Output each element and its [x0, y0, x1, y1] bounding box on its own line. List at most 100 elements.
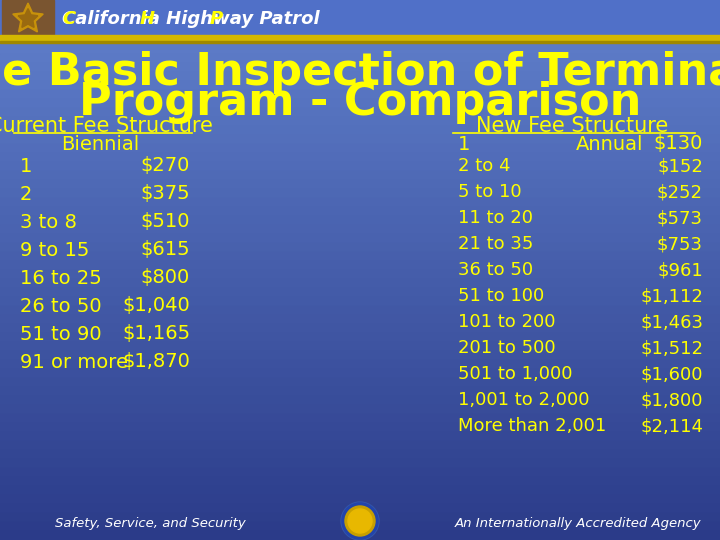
Text: $615: $615	[140, 240, 190, 260]
Text: P: P	[210, 10, 223, 28]
Bar	[0, 449, 720, 459]
Bar	[0, 360, 720, 369]
Circle shape	[348, 509, 372, 533]
Text: 91 or more: 91 or more	[20, 353, 128, 372]
Bar	[0, 44, 720, 54]
Bar	[0, 296, 720, 306]
Text: 2: 2	[20, 185, 32, 204]
Text: Program - Comparison: Program - Comparison	[78, 82, 642, 125]
Text: 9 to 15: 9 to 15	[20, 240, 89, 260]
Bar	[0, 458, 720, 468]
Bar	[0, 0, 720, 9]
Text: 1: 1	[20, 157, 32, 176]
Text: Current Fee Structure: Current Fee Structure	[0, 116, 212, 136]
Bar	[0, 306, 720, 315]
Bar	[0, 9, 720, 18]
Text: California Highway Patrol: California Highway Patrol	[62, 10, 320, 28]
Bar	[0, 71, 720, 81]
Bar	[0, 98, 720, 108]
Bar	[0, 36, 720, 45]
Bar	[0, 63, 720, 72]
Bar	[0, 17, 720, 27]
Text: Safety, Service, and Security: Safety, Service, and Security	[55, 516, 246, 530]
Polygon shape	[13, 3, 43, 32]
Bar	[0, 242, 720, 252]
Bar	[0, 503, 720, 513]
Text: $800: $800	[140, 268, 190, 287]
Text: $1,600: $1,600	[641, 365, 703, 383]
Bar	[0, 279, 720, 288]
Bar	[0, 225, 720, 234]
Bar	[0, 377, 720, 387]
Text: H: H	[140, 10, 155, 28]
Text: 1,001 to 2,000: 1,001 to 2,000	[458, 391, 590, 409]
Circle shape	[342, 503, 378, 539]
Text: 2 to 4: 2 to 4	[458, 157, 510, 175]
Bar	[0, 341, 720, 351]
Text: $270: $270	[140, 157, 190, 176]
Bar	[0, 41, 720, 43]
Text: Biennial: Biennial	[61, 134, 139, 153]
Text: $961: $961	[657, 261, 703, 279]
Text: $753: $753	[657, 235, 703, 253]
Text: $1,463: $1,463	[640, 313, 703, 331]
Text: $152: $152	[657, 157, 703, 175]
Bar	[0, 90, 720, 99]
Text: $510: $510	[140, 213, 190, 232]
Bar	[0, 441, 720, 450]
Bar	[0, 134, 720, 144]
Bar	[0, 269, 720, 279]
Circle shape	[341, 502, 379, 540]
Bar	[0, 395, 720, 405]
Bar	[0, 476, 720, 486]
Text: Annual: Annual	[576, 134, 644, 153]
Text: New Fee Structure: New Fee Structure	[476, 116, 668, 136]
Bar	[0, 387, 720, 396]
Text: 1: 1	[458, 134, 470, 153]
Text: $1,800: $1,800	[641, 391, 703, 409]
Text: 16 to 25: 16 to 25	[20, 268, 102, 287]
Text: $130: $130	[654, 134, 703, 153]
Bar	[0, 171, 720, 180]
Bar	[0, 404, 720, 414]
Bar	[0, 215, 720, 225]
Bar	[0, 485, 720, 495]
Text: 3 to 8: 3 to 8	[20, 213, 77, 232]
Text: 11 to 20: 11 to 20	[458, 209, 533, 227]
Text: $1,512: $1,512	[640, 339, 703, 357]
Bar	[0, 206, 720, 216]
Bar	[0, 414, 720, 423]
Text: An Internationally Accredited Agency: An Internationally Accredited Agency	[455, 516, 701, 530]
Text: $1,165: $1,165	[122, 325, 190, 343]
Text: 501 to 1,000: 501 to 1,000	[458, 365, 572, 383]
Bar	[0, 323, 720, 333]
Text: 5 to 10: 5 to 10	[458, 183, 521, 201]
Bar	[0, 333, 720, 342]
Bar	[0, 161, 720, 171]
Text: $1,040: $1,040	[122, 296, 190, 315]
Bar	[2, 0, 54, 37]
Bar	[0, 468, 720, 477]
Bar	[0, 144, 720, 153]
Bar	[0, 53, 720, 63]
Bar	[0, 431, 720, 441]
Text: 36 to 50: 36 to 50	[458, 261, 533, 279]
Text: 26 to 50: 26 to 50	[20, 296, 102, 315]
Text: 201 to 500: 201 to 500	[458, 339, 556, 357]
Bar	[0, 125, 720, 135]
Text: C: C	[62, 10, 76, 28]
Bar	[0, 152, 720, 162]
Bar	[0, 188, 720, 198]
Text: 21 to 35: 21 to 35	[458, 235, 534, 253]
Bar	[0, 314, 720, 324]
Bar	[0, 107, 720, 117]
Bar	[0, 117, 720, 126]
Bar	[0, 495, 720, 504]
Bar	[0, 233, 720, 243]
Text: $1,112: $1,112	[640, 287, 703, 305]
Text: 51 to 100: 51 to 100	[458, 287, 544, 305]
Text: $2,114: $2,114	[640, 417, 703, 435]
Text: The Basic Inspection of Terminals: The Basic Inspection of Terminals	[0, 51, 720, 94]
Bar	[0, 287, 720, 297]
Bar	[0, 422, 720, 432]
